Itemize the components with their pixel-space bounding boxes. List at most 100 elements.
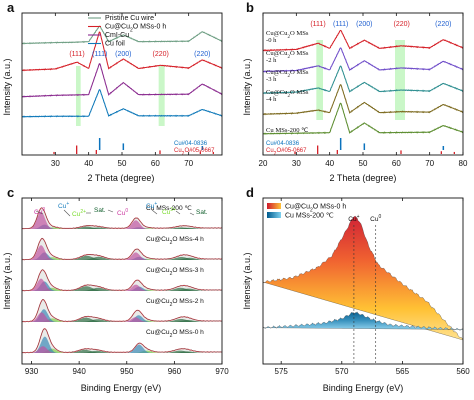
xps-component-sat-c-2-3 xyxy=(22,319,222,322)
xps-line-d-1 xyxy=(262,215,463,340)
peak-label-a-4: (220) xyxy=(152,51,168,58)
sample-label-b-2-line1: Cu@Cu2O MSs xyxy=(266,50,309,60)
peak-label-a-1: (111) xyxy=(69,51,84,58)
xps-annotation-c-1: Cu0 xyxy=(34,207,45,216)
xrd-series-a-1 xyxy=(21,25,223,45)
xps-data-c-2 xyxy=(21,299,222,323)
text-part: O MSs-0 h xyxy=(133,24,167,31)
text-part: O MSs-0 h xyxy=(313,204,347,211)
panel-letter-c: c xyxy=(7,185,14,200)
text-part: Cu@Cu xyxy=(266,69,288,76)
xps-fill-c-3 xyxy=(22,269,222,291)
text-part: 2 xyxy=(287,55,290,60)
reference-label-cu2o-a: Cu2O#05-0667 xyxy=(174,148,215,157)
peak-label-a-3: (200) xyxy=(115,51,131,58)
text-part: 2 xyxy=(287,74,290,79)
peak-label-b-3: (200) xyxy=(356,21,372,28)
x-tick-label: 20 xyxy=(259,159,268,168)
peak-label-b-4: (220) xyxy=(393,21,409,28)
text-part: O#05-0667 xyxy=(276,148,307,154)
x-tick-label: 30 xyxy=(51,159,60,168)
legend-label-a-2: Cu@Cu2O MSs-0 h xyxy=(105,24,166,34)
xps-annotation-c-2: Cu+ xyxy=(58,201,69,210)
text-part: O#05-0667 xyxy=(184,148,215,154)
text-part: + xyxy=(154,201,157,207)
x-axis-label: 2 Theta (degree) xyxy=(88,173,155,183)
sample-label-b-1-line1: Cu@Cu2O MSs xyxy=(266,30,309,40)
x-tick-label: 50 xyxy=(118,159,127,168)
text-part: O MSs-3 h xyxy=(172,267,204,274)
legend-label-a-4: Cu foil xyxy=(105,41,125,48)
legend-label-a-1: Pristine Cu wire xyxy=(105,15,154,22)
xps-data-c-4 xyxy=(21,237,222,261)
panel-c-frame xyxy=(21,197,223,365)
peak-label-a-5: (220) xyxy=(194,51,210,58)
xps-component-sat-c-5-3 xyxy=(22,227,222,229)
text-part: Cu@Cu xyxy=(146,236,170,243)
text-part: 2+ xyxy=(170,207,176,213)
panel-letter-a: a xyxy=(7,0,15,15)
text-part: O MSs xyxy=(290,69,309,76)
text-part: Cu@Cu xyxy=(146,329,170,336)
x-tick-label: 970 xyxy=(215,367,229,376)
xps-fill-c-1 xyxy=(22,328,222,353)
peak-label-a-2: (111) xyxy=(92,51,107,58)
text-part: + xyxy=(66,201,69,207)
text-part: Cu@Cu xyxy=(146,267,170,274)
xps-fill-c-2 xyxy=(22,299,222,322)
xps-annotation-c-4: Sat. xyxy=(94,207,106,214)
reference-label-cu-a: Cu#04-0836 xyxy=(174,141,208,147)
text-part: Cu@Cu xyxy=(146,298,170,305)
x-tick-label: 560 xyxy=(456,367,470,376)
x-tick-label: 570 xyxy=(335,367,349,376)
sample-label-c-1: Cu@Cu2O MSs-0 h xyxy=(146,329,204,339)
text-part: 2 xyxy=(170,271,173,277)
x-axis-label: 2 Theta (degree) xyxy=(330,173,397,183)
x-tick-label: 40 xyxy=(325,159,334,168)
text-part: Cu@Cu xyxy=(266,50,288,57)
x-tick-label: 565 xyxy=(396,367,410,376)
text-part: Cu@Cu xyxy=(285,204,310,211)
text-part: 2 xyxy=(310,208,313,214)
text-part: 2+ xyxy=(80,209,86,215)
xrd-series-a-4 xyxy=(21,89,223,118)
x-axis-label: Binding Energy (eV) xyxy=(323,383,404,393)
legend-swatch-d-2 xyxy=(267,212,281,218)
peak-label-b-5: (220) xyxy=(435,21,451,28)
x-tick-label: 30 xyxy=(292,159,301,168)
x-axis-label: Binding Energy (eV) xyxy=(81,383,162,393)
reference-label-d-1: Cu+ xyxy=(348,214,359,223)
xps-component-sat-c-4-4 xyxy=(22,257,222,260)
sample-label-b-4-line1: Cu@Cu2O MSs xyxy=(266,89,309,99)
annotation-arrow-c-5 xyxy=(151,209,158,215)
text-part: O MSs-0 h xyxy=(172,329,204,336)
text-part: Cu xyxy=(370,216,379,223)
xps-line-d-2 xyxy=(262,311,463,331)
xps-annotation-c-8: Sat. xyxy=(196,209,208,216)
xps-annotation-c-3: Cu2+ xyxy=(72,209,86,218)
xps-annotation-c-6: Cu+ xyxy=(146,201,157,210)
legend-label-d-2: Cu MSs-200 ℃ xyxy=(285,213,334,220)
text-part: Cu xyxy=(58,203,67,210)
y-axis-label: Intensity (a.u.) xyxy=(2,58,12,115)
sample-label-c-4: Cu@Cu2O MSs-4 h xyxy=(146,236,204,246)
text-part: 2 xyxy=(130,28,133,34)
text-part: Cu xyxy=(34,209,43,216)
xrd-series-b-4 xyxy=(262,84,464,116)
text-part: + xyxy=(357,214,360,220)
sample-label-b-5: Cu MSs-200 ℃ xyxy=(266,127,309,134)
panel-letter-b: b xyxy=(246,0,254,15)
panel-letter-d: d xyxy=(246,185,254,200)
annotation-arrow-c-4 xyxy=(107,209,114,213)
xps-area-d-2 xyxy=(263,311,463,331)
xps-component-sat-c-1-4 xyxy=(22,351,222,353)
text-part: 2 xyxy=(287,94,290,99)
xps-data-c-3 xyxy=(21,268,222,292)
x-tick-label: 40 xyxy=(84,159,93,168)
legend-d: Cu@Cu2O MSs-0 h Cu MSs-200 ℃ xyxy=(267,203,346,220)
y-axis-label: Intensity (a.u.) xyxy=(2,252,12,309)
xps-component-cu0-c-4-1 xyxy=(22,245,222,260)
